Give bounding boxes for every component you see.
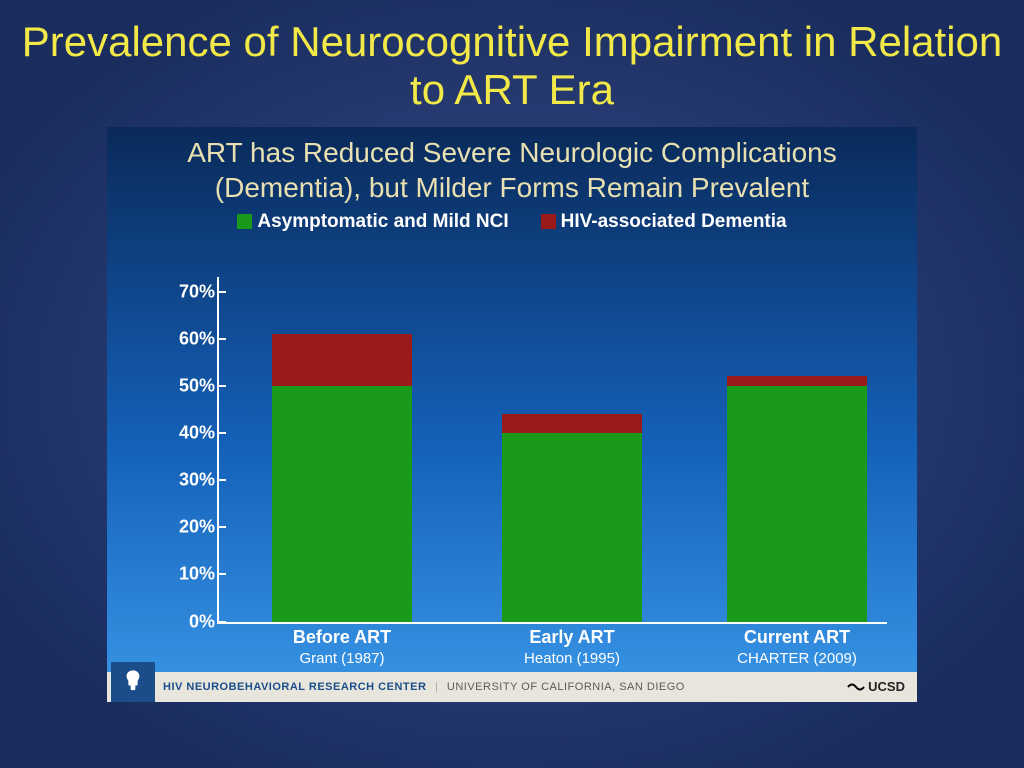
y-axis: 0%10%20%30%40%50%60%70% <box>147 292 215 622</box>
legend-label-dementia: HIV-associated Dementia <box>561 211 787 233</box>
x-axis-label: Current ART CHARTER (2009) <box>717 627 877 667</box>
y-tick-mark <box>217 291 226 293</box>
footer-text: HIV NEUROBEHAVIORAL RESEARCH CENTER | UN… <box>163 681 685 693</box>
footer-org-bold: HIV NEUROBEHAVIORAL RESEARCH CENTER <box>163 681 426 693</box>
y-tick-label: 50% <box>147 375 215 396</box>
footer-right: UCSD <box>847 679 905 694</box>
y-tick-label: 70% <box>147 281 215 302</box>
y-tick-mark <box>217 385 226 387</box>
y-tick-label: 30% <box>147 470 215 491</box>
hnrc-logo-icon <box>111 662 155 702</box>
legend-swatch-dementia <box>541 214 556 229</box>
y-tick-mark <box>217 479 226 481</box>
bar-group <box>272 334 412 622</box>
legend-label-mild: Asymptomatic and Mild NCI <box>257 211 508 233</box>
source-label: Heaton (1995) <box>492 650 652 667</box>
bar-group <box>502 414 642 621</box>
bar-segment-mild <box>272 386 412 622</box>
bar-segment-dementia <box>727 376 867 385</box>
bar-group <box>727 376 867 621</box>
y-tick-label: 40% <box>147 423 215 444</box>
legend-swatch-mild <box>237 214 252 229</box>
slide-title: Prevalence of Neurocognitive Impairment … <box>0 18 1024 115</box>
x-axis-label: Before ART Grant (1987) <box>262 627 422 667</box>
y-tick-label: 10% <box>147 564 215 585</box>
x-axis-line <box>217 622 887 624</box>
y-tick-label: 0% <box>147 611 215 632</box>
bar-segment-dementia <box>502 414 642 433</box>
footer-ucsd-label: UCSD <box>868 679 905 694</box>
ucsd-mark-icon <box>847 681 865 693</box>
bar-segment-dementia <box>272 334 412 386</box>
legend-item-dementia: HIV-associated Dementia <box>541 211 787 233</box>
legend-item-mild: Asymptomatic and Mild NCI <box>237 211 508 233</box>
bar-segment-mild <box>502 433 642 622</box>
bar-segment-mild <box>727 386 867 622</box>
plot-area <box>217 292 887 622</box>
footer-org-rest: UNIVERSITY OF CALIFORNIA, SAN DIEGO <box>447 681 685 693</box>
footer-bar: HIV NEUROBEHAVIORAL RESEARCH CENTER | UN… <box>107 672 917 702</box>
era-label: Current ART <box>717 627 877 648</box>
source-label: Grant (1987) <box>262 650 422 667</box>
chart-subtitle: ART has Reduced Severe Neurologic Compli… <box>107 127 917 209</box>
x-axis-label: Early ART Heaton (1995) <box>492 627 652 667</box>
chart-panel: ART has Reduced Severe Neurologic Compli… <box>107 127 917 702</box>
source-label: CHARTER (2009) <box>717 650 877 667</box>
era-label: Early ART <box>492 627 652 648</box>
y-tick-mark <box>217 338 226 340</box>
y-tick-mark <box>217 573 226 575</box>
era-label: Before ART <box>262 627 422 648</box>
y-tick-mark <box>217 526 226 528</box>
y-tick-mark <box>217 621 226 623</box>
y-tick-mark <box>217 432 226 434</box>
y-tick-label: 60% <box>147 328 215 349</box>
y-tick-label: 20% <box>147 517 215 538</box>
legend: Asymptomatic and Mild NCI HIV-associated… <box>107 211 917 233</box>
